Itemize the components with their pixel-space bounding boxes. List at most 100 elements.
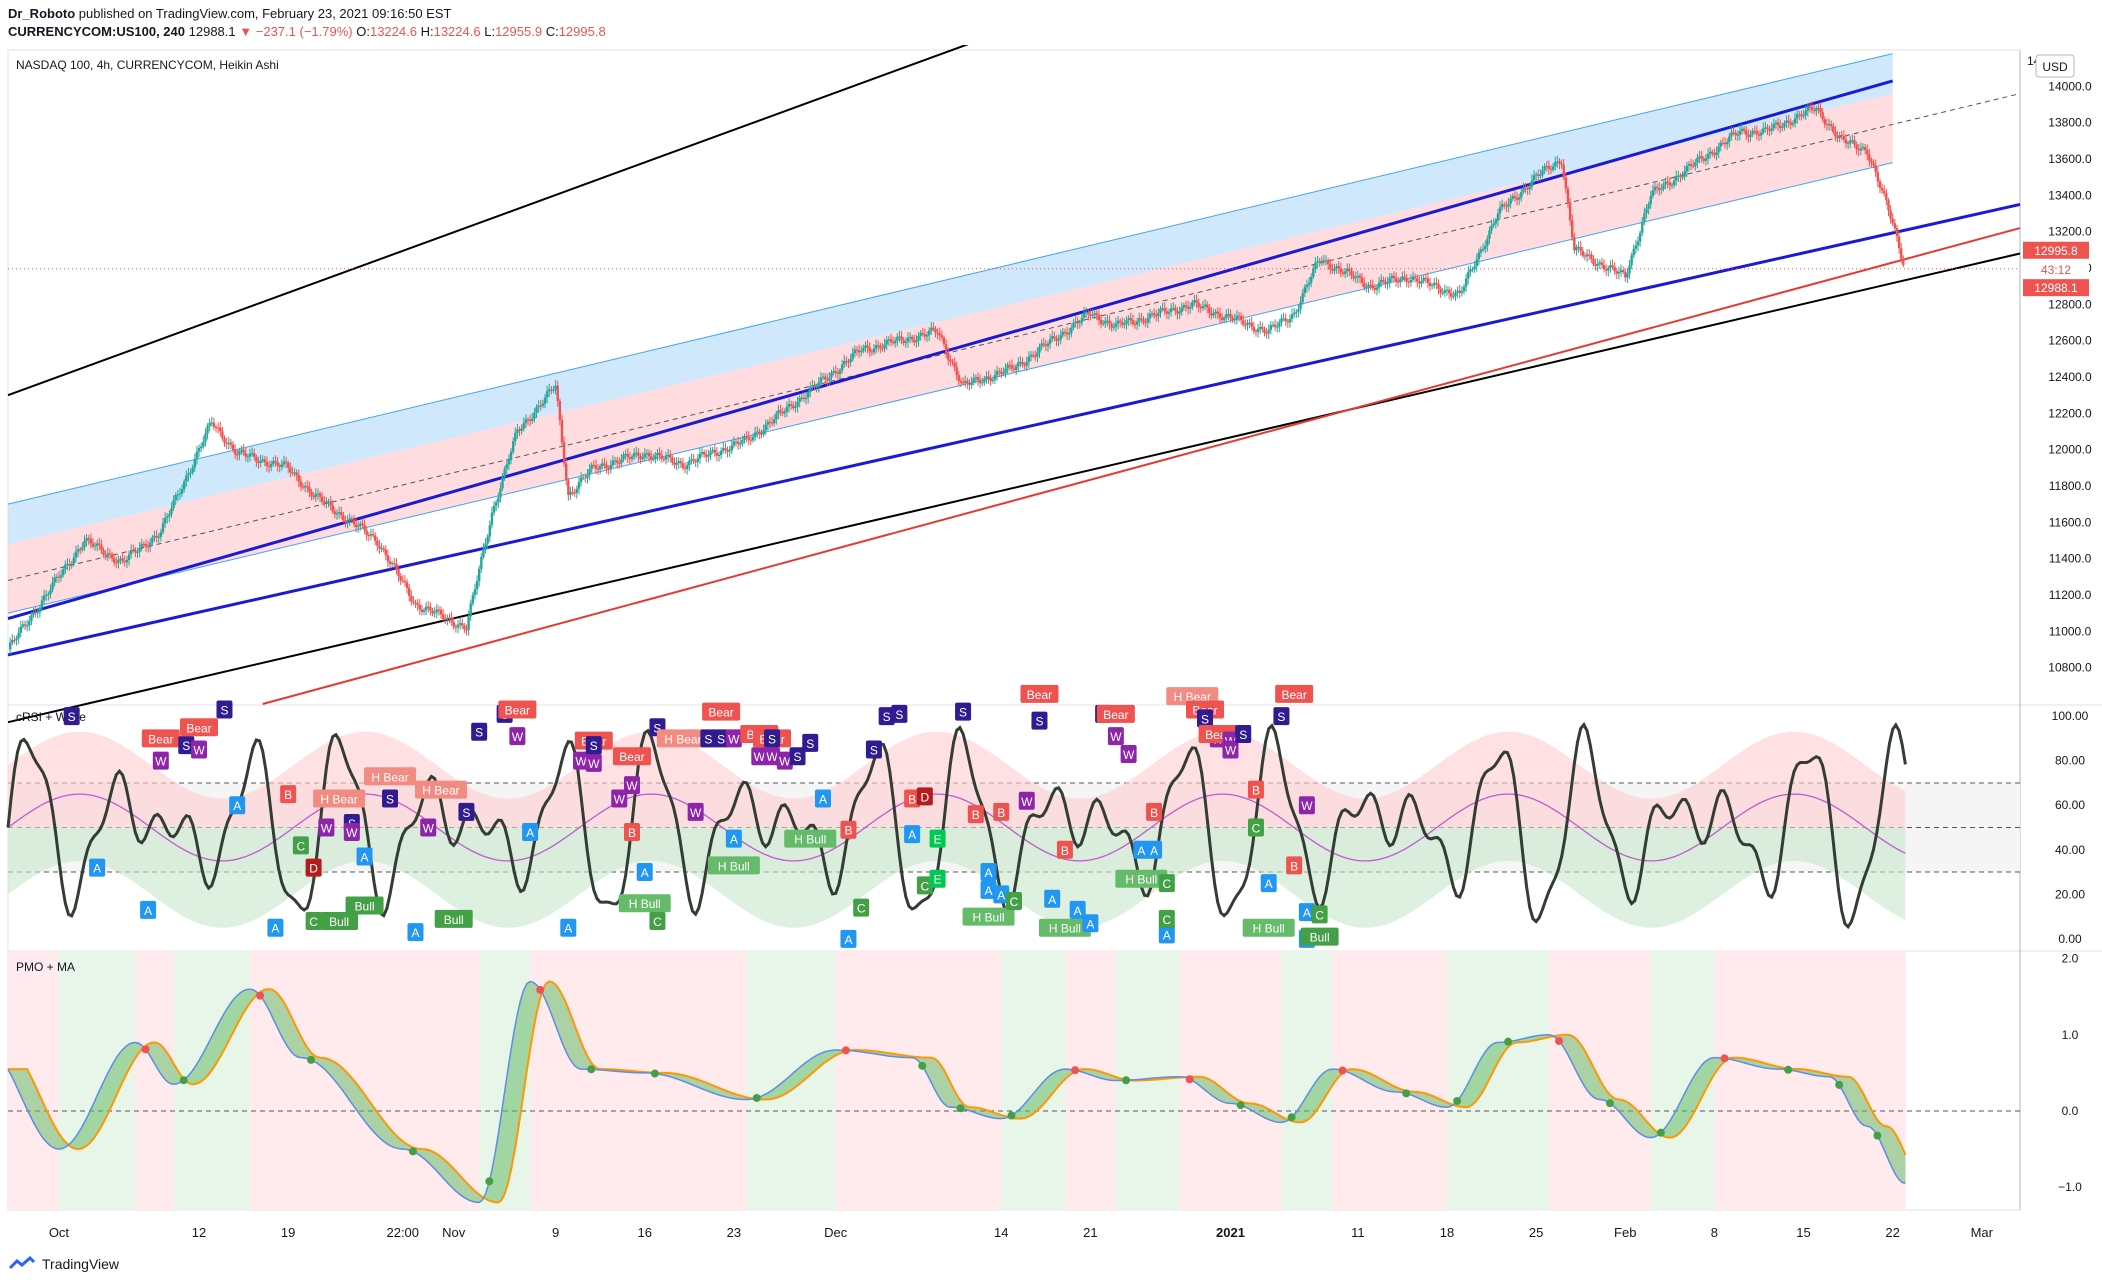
candle-body (195, 451, 199, 460)
candle-body (1764, 127, 1767, 129)
rsi-signal-badge (560, 918, 577, 937)
tradingview-logo[interactable]: TradingView (8, 1256, 119, 1272)
candle-body (469, 603, 472, 617)
candle-body (1205, 304, 1209, 308)
rsi-signal-label: H Bear (422, 784, 459, 798)
rsi-signal-badge (707, 856, 760, 875)
rsi-signal-badge (1247, 780, 1264, 799)
pmo-regime-bg (988, 951, 1002, 1210)
candle-body (1772, 123, 1776, 129)
candle-body (947, 353, 950, 360)
rsi-signal-badge (1146, 840, 1163, 859)
candle-body (1558, 161, 1561, 164)
candle-body (1244, 324, 1247, 326)
rsi-signal-badge (1082, 914, 1099, 933)
candle-body (1123, 324, 1126, 326)
candle-body (694, 461, 697, 463)
pmo-regime-bg (1523, 951, 1537, 1210)
rsi-signal-badge (89, 858, 106, 877)
candle-body (624, 454, 627, 456)
candle-body (64, 564, 67, 570)
channel-lower-fill (8, 93, 1893, 614)
candle-body (711, 449, 714, 452)
candle-body (1180, 307, 1183, 313)
pmo-cross-dot (1555, 1036, 1564, 1045)
candle-body (456, 624, 460, 628)
chart-area[interactable]: NASDAQ 100, 4h, CURRENCYCOM, Heikin Ashi… (0, 45, 2102, 1251)
pmo-cross-dot (1784, 1065, 1793, 1074)
candle-body (444, 618, 447, 620)
candle-body (1774, 122, 1778, 124)
candle-body (1055, 337, 1058, 341)
rsi-signal-badge (1018, 791, 1035, 810)
candle-body (1422, 277, 1425, 282)
candle-body (297, 475, 301, 482)
candle-body (1585, 254, 1589, 257)
candle-body (395, 563, 398, 570)
candle-body (1051, 336, 1054, 339)
candle-body (344, 520, 347, 523)
candle-body (286, 462, 290, 468)
publisher-name[interactable]: Dr_Roboto (8, 6, 76, 21)
candle-body (270, 463, 273, 468)
candle-body (531, 418, 534, 421)
rsi-signal-badge (1298, 903, 1315, 922)
candle-body (403, 580, 407, 583)
rsi-signal-label: S (704, 732, 712, 746)
pmo-regime-bg (428, 951, 442, 1210)
candle-body (1165, 311, 1169, 314)
rsi-signal-label: A (908, 828, 916, 842)
pmo-cross-dot (1122, 1076, 1131, 1085)
candle-body (605, 464, 608, 469)
price-badge (2023, 241, 2089, 259)
candle-body (503, 468, 506, 478)
candle-body (1670, 185, 1674, 187)
candle-body (906, 338, 910, 342)
candle-body (1135, 321, 1139, 325)
candle-body (764, 424, 767, 431)
rsi-signal-label: A (564, 922, 572, 936)
candle-body (1435, 282, 1438, 284)
candle-body (1893, 223, 1897, 229)
candle-body (1399, 279, 1402, 283)
candle-body (815, 386, 818, 388)
rsi-signal-badge (305, 912, 322, 931)
candle-body (717, 455, 721, 457)
candle-body (488, 525, 492, 537)
last-price: 12988.1 (188, 24, 236, 39)
candle-body (255, 456, 258, 462)
candle-body (966, 380, 969, 384)
candle-body (953, 362, 956, 368)
candle-body (244, 453, 247, 457)
candle-body (316, 493, 320, 495)
candle-body (159, 532, 163, 537)
candle-body (736, 441, 740, 445)
currency-box[interactable] (2035, 54, 2075, 78)
candle-body (938, 333, 941, 336)
rsi-signal-badge (1120, 745, 1137, 763)
candle-body (125, 560, 129, 563)
candle-body (722, 448, 725, 451)
candle-body (1420, 281, 1423, 284)
candle-body (1021, 361, 1024, 365)
candle-body (1318, 260, 1321, 262)
price-tick-label: 12000.0 (2048, 443, 2092, 457)
pmo-regime-bg (1548, 951, 1563, 1210)
candle-body (293, 472, 296, 474)
candle-body (896, 336, 899, 341)
rsi-signal-badge (623, 776, 640, 795)
rsi-signal-label: H Bear (371, 770, 408, 784)
candle-body (554, 385, 557, 390)
pmo-regime-bg (275, 951, 289, 1210)
candle-body (889, 339, 893, 342)
candle-body (87, 538, 90, 540)
candle-body (794, 406, 797, 408)
candle-body (758, 431, 761, 434)
candle-body (1278, 322, 1281, 327)
candle-body (32, 612, 35, 616)
candle-body (1596, 263, 1599, 266)
candle-body (1396, 281, 1400, 283)
candle-body (845, 361, 848, 363)
pmo-regime-bg (1459, 951, 1473, 1210)
pmo-regime-bg (1790, 951, 1805, 1210)
